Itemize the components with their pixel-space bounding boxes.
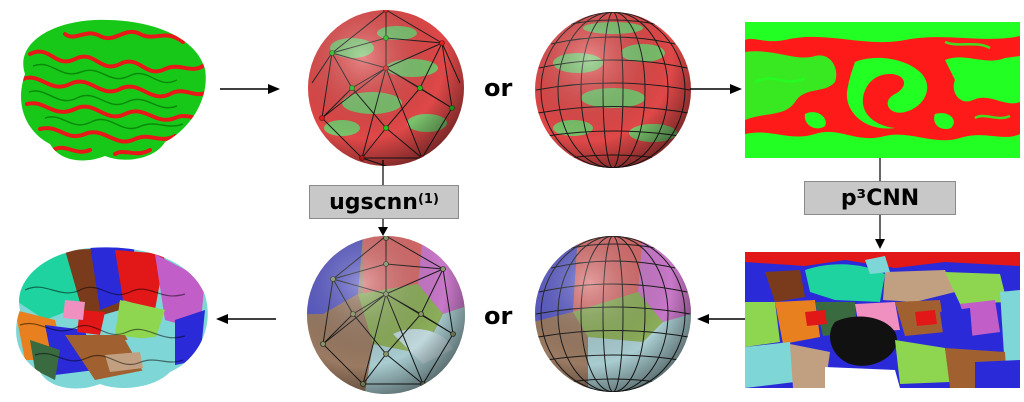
icosahedral-sphere-icon bbox=[308, 10, 464, 166]
arrow-down-icon bbox=[875, 215, 885, 249]
arrow-down-icon bbox=[378, 219, 388, 236]
ugscnn-reference-superscript: (1) bbox=[417, 191, 439, 207]
planar-projection-icon bbox=[745, 22, 1020, 158]
ugscnn-method-box: ugscnn (1) bbox=[309, 185, 459, 219]
planar-parcellation-icon bbox=[745, 252, 1020, 388]
arrow-left-icon bbox=[697, 314, 745, 324]
arrow-right-icon bbox=[690, 84, 742, 94]
latlong-sphere-icon bbox=[535, 12, 691, 168]
connector-line bbox=[382, 160, 384, 186]
p3cnn-label: p³CNN bbox=[840, 185, 920, 211]
arrow-right-icon bbox=[220, 84, 280, 94]
connector-line bbox=[879, 158, 881, 182]
or-label-bottom: or bbox=[484, 302, 513, 330]
brain-curvature-icon bbox=[21, 19, 206, 161]
latlong-parcellation-sphere-icon bbox=[535, 236, 691, 392]
arrow-left-icon bbox=[216, 314, 276, 324]
or-label-top: or bbox=[484, 74, 513, 102]
ugscnn-label: ugscnn bbox=[329, 189, 418, 215]
p3cnn-method-box: p³CNN bbox=[804, 181, 956, 215]
icosahedral-parcellation-sphere-icon bbox=[307, 236, 465, 394]
brain-parcellation-icon bbox=[16, 247, 208, 389]
